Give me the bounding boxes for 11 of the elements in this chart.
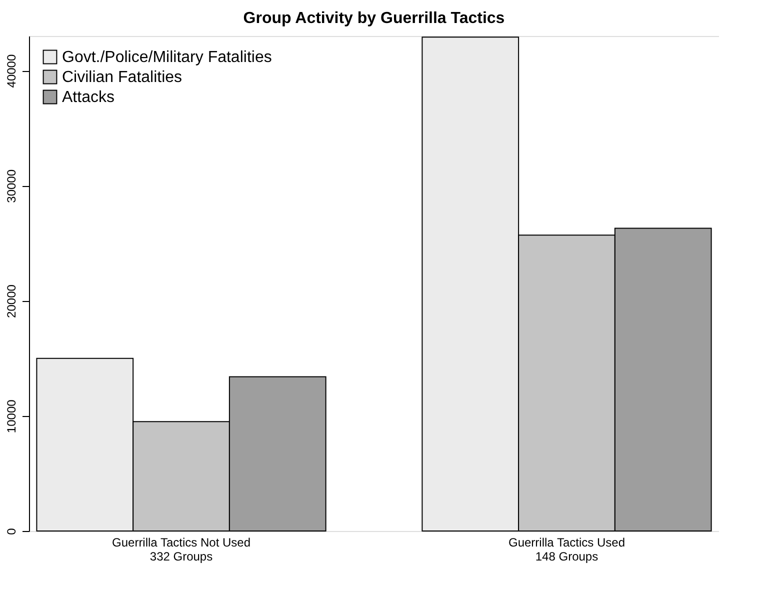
y-tick-label: 40000 [4,54,18,88]
legend-label: Civilian Fatalities [62,69,182,86]
y-tick-label: 0 [4,528,18,535]
x-tick-label: Guerrilla Tactics Used 148 Groups [508,536,625,564]
chart-title: Group Activity by Guerrilla Tactics [243,10,505,27]
y-tick-label: 20000 [4,284,18,318]
y-tick-label: 30000 [4,169,18,203]
legend-label: Attacks [62,89,114,106]
legend-label: Govt./Police/Military Fatalities [62,49,272,66]
x-tick-label: Guerrilla Tactics Not Used 332 Groups [112,536,251,564]
y-tick-label: 10000 [4,399,18,434]
